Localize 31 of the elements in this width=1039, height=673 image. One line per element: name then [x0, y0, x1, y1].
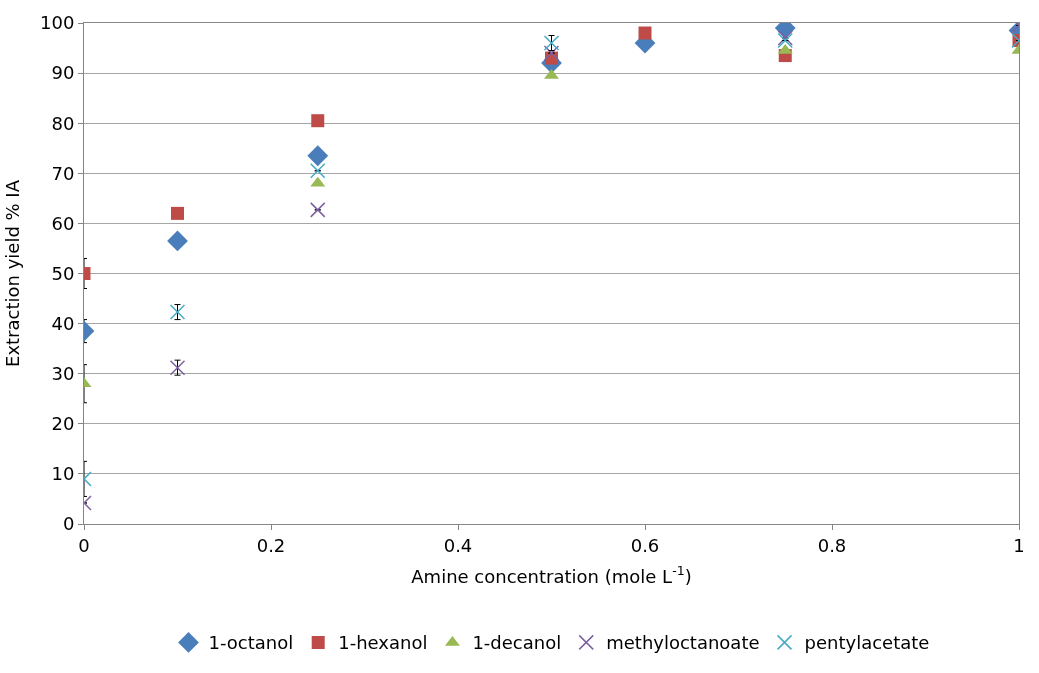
y-axis-title: Extraction yield % IA [2, 179, 24, 367]
y-tick-label: 60 [51, 212, 75, 234]
legend-label: 1-hexanol [338, 632, 428, 654]
x-tick-label: 0 [78, 534, 90, 556]
point [638, 26, 652, 40]
x-axis-title: Amine concentration (mole L$^{-1}$) [411, 563, 692, 587]
y-tick-label: 40 [51, 312, 75, 334]
y-tick-label: 70 [51, 162, 75, 184]
point [310, 202, 326, 218]
y-tick-label: 0 [62, 513, 75, 535]
y-tick-label: 30 [51, 363, 75, 384]
legend-label: 1-octanol [208, 632, 294, 654]
legend-label: 1-decanol [472, 632, 562, 654]
y-tick-label: 50 [51, 262, 75, 284]
point [543, 45, 560, 61]
x-tick-label: 1 [1013, 534, 1025, 556]
y-tick-label: 20 [51, 413, 75, 435]
y-tick-label: 90 [51, 62, 75, 84]
y-tick-label: 80 [51, 112, 75, 134]
x-tick-label: 0.8 [817, 534, 847, 556]
point [311, 114, 325, 128]
x-tick-label: 0.4 [443, 534, 473, 556]
x-tick-label: 0.2 [256, 534, 286, 556]
y-tick-label: 100 [40, 12, 75, 34]
legend-label: methyloctanoate [606, 632, 760, 654]
point [310, 163, 326, 179]
point [543, 35, 560, 51]
point [307, 145, 329, 167]
x-tick-label: 0.6 [630, 534, 660, 556]
y-tick-label: 10 [51, 463, 75, 485]
legend-label: pentylacetate [804, 632, 930, 654]
